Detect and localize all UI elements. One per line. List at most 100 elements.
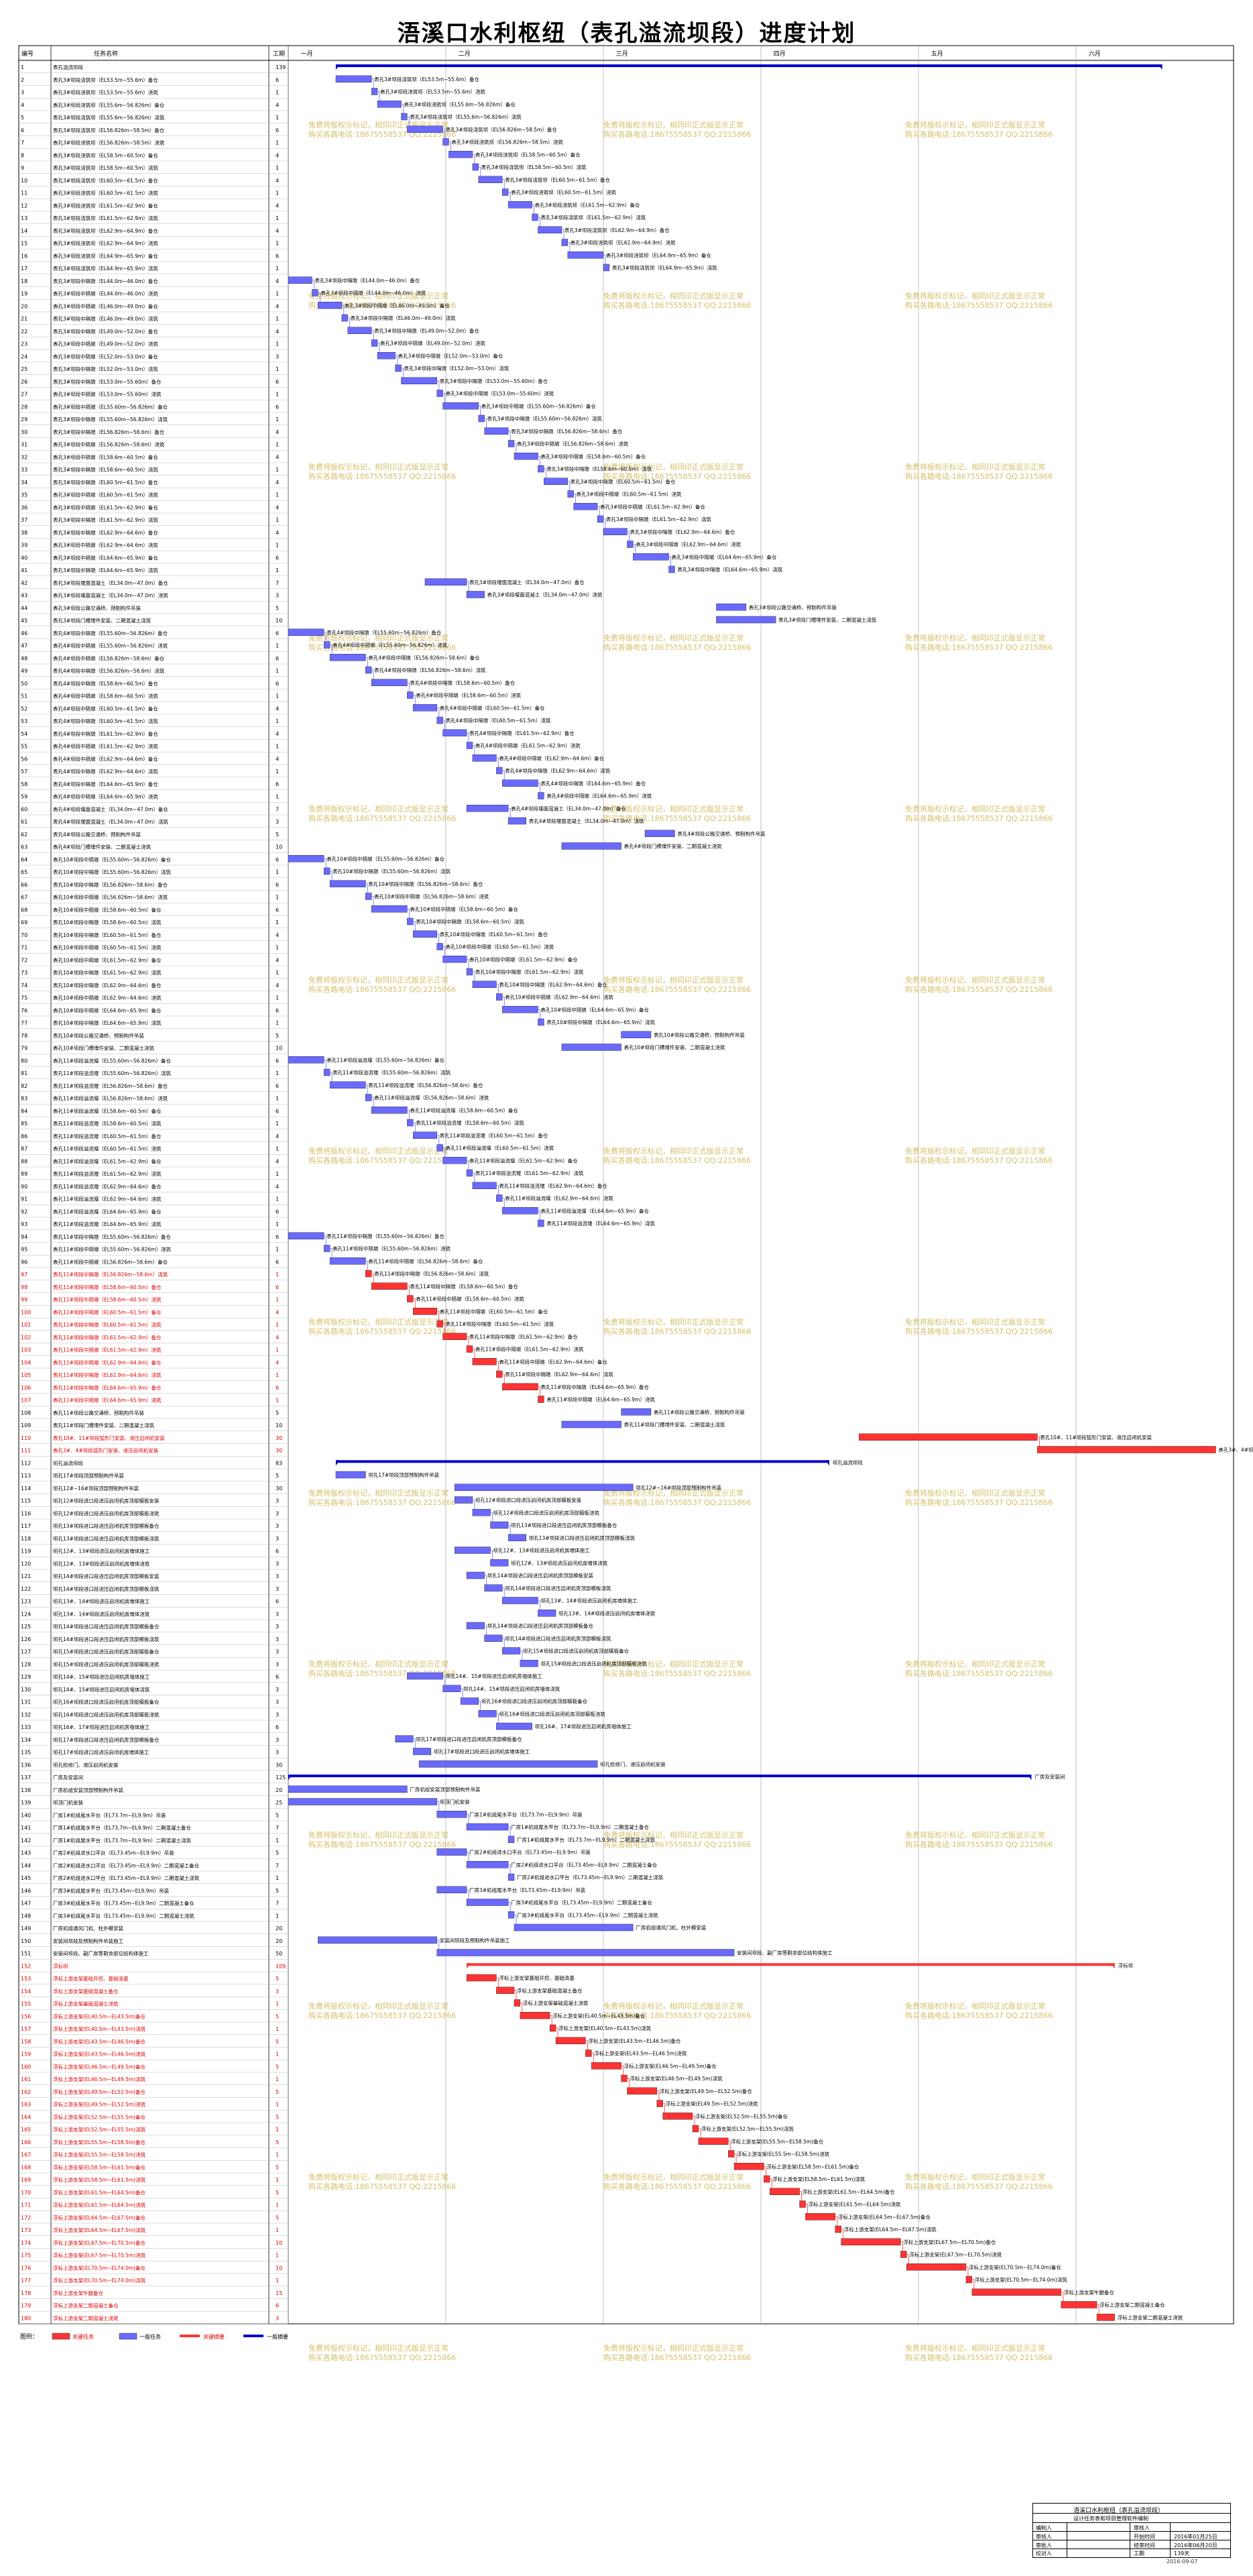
bar-label: 坝孔12#~16#坝段顶部预制构件吊装 — [636, 1484, 721, 1491]
task-bar — [1037, 1446, 1216, 1453]
task-bar — [561, 842, 621, 850]
task-bar — [508, 440, 515, 447]
task-id: 29 — [21, 416, 27, 423]
task-id: 115 — [21, 1498, 31, 1504]
task-duration: 4 — [276, 1158, 279, 1164]
task-id: 63 — [21, 844, 27, 850]
task-bar — [436, 1949, 735, 1956]
dependency-line — [538, 455, 540, 465]
task-duration: 1 — [276, 517, 279, 523]
task-name: 表孔3#坝段中隔墩（EL56.826m~58.6m）浇筑 — [53, 441, 165, 448]
task-name: 浮标上游支架基础开挖、基础清基 — [53, 1975, 129, 1982]
task-name: 坝孔13#、14#坝段进压启闭机房墙体施工 — [53, 1598, 150, 1605]
watermark-text: 免费将版权示标记，相同印正式版显示正常 — [905, 1659, 1045, 1669]
bar-label: 表孔3#坝段门槽埋件安装、二期混凝土浇筑 — [778, 616, 877, 623]
bar-label: 浮标上游支架(EL40.5m~EL43.5m)浇筑 — [558, 2025, 651, 2031]
task-id: 135 — [21, 1750, 31, 1756]
dependency-line — [436, 1801, 440, 1811]
task-name: 坝孔14#、15#坝段进压启闭机房墙体浇筑 — [53, 1686, 150, 1693]
task-duration: 6 — [276, 2303, 279, 2309]
task-duration: 5 — [276, 1888, 279, 1894]
dependency-line — [502, 1638, 505, 1648]
task-bar — [466, 742, 473, 749]
task-id: 143 — [21, 1850, 31, 1856]
dependency-line — [841, 2229, 844, 2239]
bar-label: 浮标上游支架(EL64.5m~EL67.5m)浇筑 — [844, 2226, 937, 2233]
dependency-line — [514, 1914, 517, 1924]
bar-label: 表孔3#坝段中隔墩（EL49.0m~52.0m）备仓 — [374, 327, 479, 334]
bar-label: 坝孔12#坝段进口段进压启闭机房顶部模板安装 — [475, 1497, 582, 1504]
task-name: 表孔11#坝段中隔墩（EL56.826m~58.6m）浇筑 — [53, 1271, 168, 1278]
task-duration: 10 — [276, 2265, 282, 2271]
dependency-line — [484, 418, 487, 428]
task-id: 144 — [21, 1862, 31, 1868]
bar-label: 厂房机组安装顶部预制构件吊装 — [410, 1786, 480, 1793]
summary-cap — [825, 1460, 829, 1466]
task-id: 110 — [21, 1435, 31, 1441]
task-name: 坝孔16#坝段进口段进压启闭机房顶部模板备仓 — [53, 1699, 160, 1705]
task-duration: 20 — [276, 1787, 282, 1793]
task-duration: 1 — [276, 467, 279, 473]
task-id: 53 — [21, 718, 27, 724]
task-name: 表孔4#坝段中隔墩（EL58.6m~60.5m）浇筑 — [53, 693, 158, 699]
dependency-line — [693, 2115, 695, 2125]
watermark-text: 免费将版权示标记，相同印正式版显示正常 — [603, 462, 743, 471]
task-id: 109 — [21, 1422, 31, 1429]
task-id: 155 — [21, 2001, 31, 2007]
task-id: 69 — [21, 919, 27, 926]
task-name: 表孔10#、11#坝段弧形门安装、液压启闭机安装 — [53, 1435, 165, 1441]
task-duration: 6 — [276, 1259, 279, 1265]
watermark-text: 购买各路电话:18675558537 QQ:2215866 — [905, 471, 1053, 481]
summary-bar — [335, 64, 1162, 67]
watermark-text: 免费将版权示标记，相同印正式版显示正常 — [603, 804, 743, 814]
dependency-line — [591, 2053, 594, 2063]
task-name: 表孔3#坝段浇筑坝（EL56.826m~58.5m）浇筑 — [53, 139, 165, 146]
bar-label: 浮标上游支架(EL43.5m~EL46.5m)备仓 — [588, 2037, 680, 2044]
watermark-text: 购买各路电话:18675558537 QQ:2215866 — [603, 471, 751, 481]
bar-label: 表孔3#坝段浇筑坝（EL56.826m~58.5m）浇筑 — [451, 139, 563, 146]
task-duration: 4 — [276, 102, 279, 108]
task-name: 表孔10#坝段中隔墩（EL60.5m~61.5m）浇筑 — [53, 944, 162, 951]
dependency-line — [318, 292, 320, 302]
task-bar — [538, 1219, 544, 1227]
task-id: 130 — [21, 1687, 31, 1693]
task-duration: 3 — [276, 1661, 279, 1667]
task-name: 表孔3#坝段中隔墩（EL46.0m~49.0m）浇筑 — [53, 315, 158, 322]
task-duration: 6 — [276, 1724, 279, 1730]
dependency-line — [324, 1235, 326, 1245]
dependency-line — [472, 1349, 475, 1359]
task-name: 表孔11#坝段溢流堰（EL55.60m~56.826m）浇筑 — [53, 1070, 171, 1076]
watermark-text: 购买各路电话:18675558537 QQ:2215866 — [603, 642, 751, 652]
bar-label: 表孔3#坝段中隔墩（EL52.0m~53.0m）备仓 — [398, 352, 503, 359]
bar-label: 表孔3#坝段堰面混凝土（EL34.0m~47.0m）备仓 — [469, 579, 585, 585]
task-duration: 6 — [276, 379, 279, 385]
task-bar — [323, 867, 331, 875]
dependency-line — [442, 1323, 445, 1333]
watermark-text: 购买各路电话:18675558537 QQ:2215866 — [308, 2353, 456, 2362]
task-bar — [496, 1194, 503, 1202]
bar-label: 表孔4#坝段公路交通桥、预制构件吊装 — [677, 830, 766, 837]
bar-label: 表孔10#坝段中隔墩（EL55.60m~56.826m）备仓 — [326, 855, 444, 862]
task-id: 38 — [21, 530, 27, 536]
dependency-line — [442, 129, 445, 139]
task-bar — [496, 1370, 503, 1378]
task-id: 78 — [21, 1033, 27, 1039]
task-duration: 1 — [276, 2152, 279, 2158]
task-name: 表孔10#坝段中隔墩（EL62.9m~64.6m）备仓 — [53, 982, 162, 989]
task-id: 118 — [21, 1536, 31, 1542]
bar-label: 表孔10#坝段中隔墩（EL60.5m~61.5m）浇筑 — [446, 944, 554, 950]
dependency-line — [965, 2266, 969, 2276]
task-duration: 4 — [276, 932, 279, 938]
task-name: 表孔3#坝段浇筑坝（EL60.5m~61.5m）浇筑 — [53, 190, 158, 197]
task-duration: 6 — [276, 1385, 279, 1391]
task-name: 浮标上游支架(EL49.5m~EL52.5m)备仓 — [53, 2088, 145, 2095]
legend-summary-swatch — [243, 2335, 263, 2337]
task-id: 127 — [21, 1649, 31, 1655]
task-duration: 1 — [276, 693, 279, 699]
dependency-line — [502, 997, 505, 1007]
task-id: 49 — [21, 668, 27, 674]
task-name: 坝孔12#~16#坝段顶部预制构件吊装 — [53, 1485, 139, 1492]
task-name: 表孔11#坝段中隔墩（EL56.826m~58.6m）备仓 — [53, 1258, 168, 1265]
task-name: 表孔11#坝段门槽埋件安装、二期混凝土浇筑 — [53, 1422, 154, 1429]
bar-label: 表孔4#坝段中隔墩（EL60.5m~61.5m）浇筑 — [446, 717, 551, 724]
